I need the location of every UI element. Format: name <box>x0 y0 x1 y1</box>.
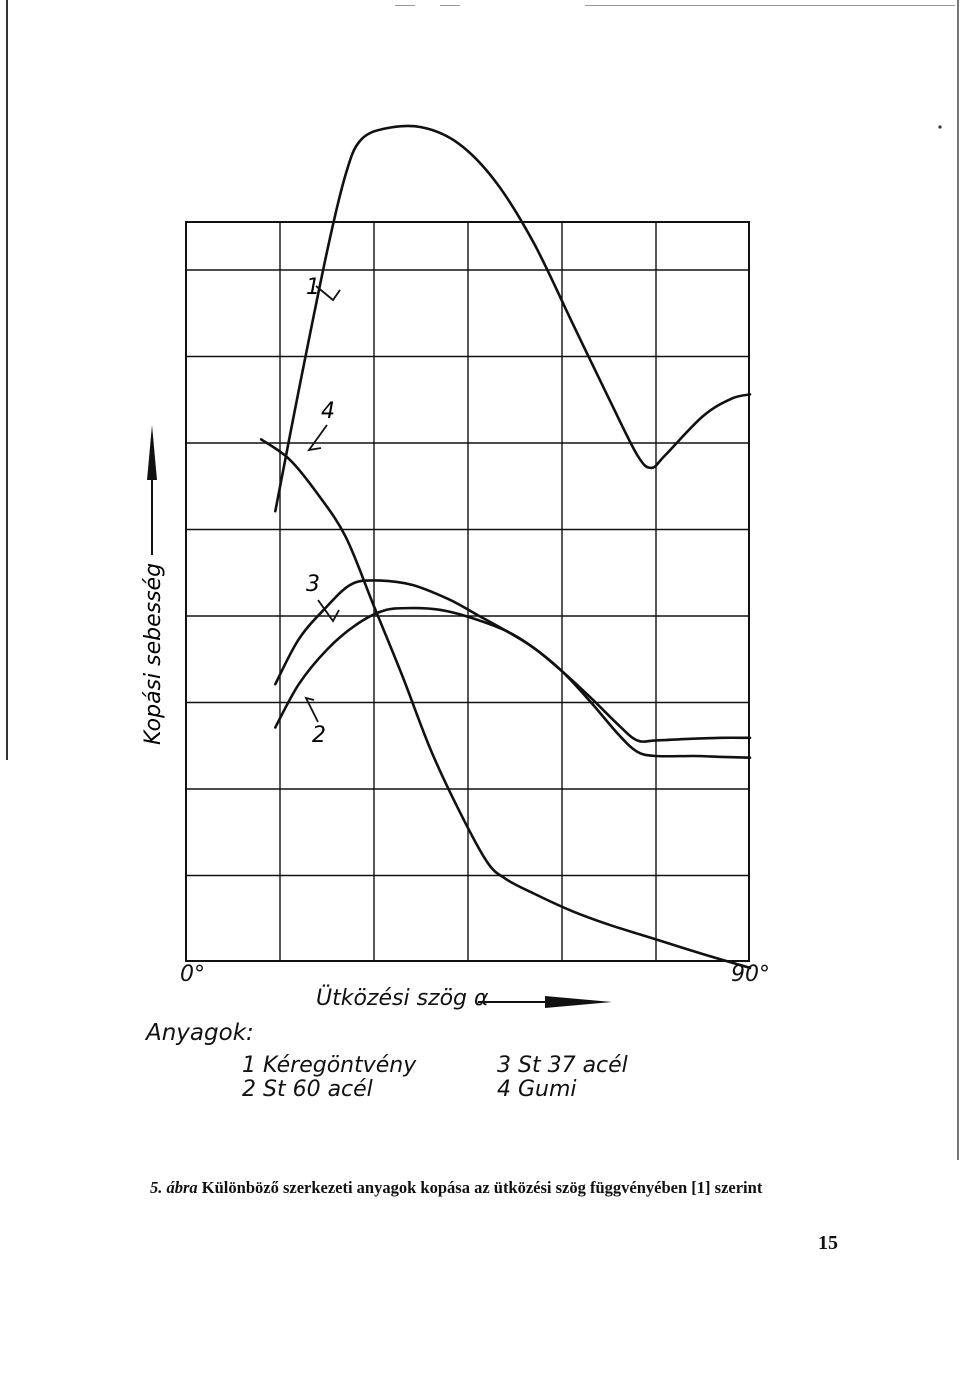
curve-4-label: 4 <box>321 399 335 424</box>
scan-artifact-rule <box>585 5 955 6</box>
series-curve-3 <box>274 579 752 743</box>
y-axis-label: Kopási sebesség <box>141 563 166 745</box>
legend-title: Anyagok: <box>146 1020 254 1046</box>
page-edge-line-left <box>6 0 8 760</box>
scan-artifact-rule <box>440 5 460 6</box>
x-axis-min-label: 0° <box>180 962 205 987</box>
caption-text: Különböző szerkezeti anyagok kopása az ü… <box>201 1178 763 1197</box>
series-curve-2 <box>274 606 752 759</box>
legend-item-name: St 37 acél <box>518 1053 628 1078</box>
chart: 1 4 3 2 Kopási sebesség <box>141 124 942 1008</box>
caption-label: ábra <box>166 1178 198 1197</box>
legend-item-name: Gumi <box>518 1077 577 1102</box>
curve-2-label: 2 <box>312 723 326 748</box>
curve-1-label: 1 <box>306 275 320 300</box>
curve-3-label: 3 <box>306 572 320 597</box>
y-axis-arrow-head <box>147 425 157 480</box>
curve-1-leader <box>315 285 341 302</box>
legend-item-2: 2 St 60 acél <box>242 1077 373 1102</box>
x-axis-arrow-head <box>545 996 612 1008</box>
curve-3-leader <box>317 599 340 623</box>
legend-item-name: St 60 acél <box>263 1077 373 1102</box>
figure-caption: 5. ábra Különböző szerkezeti anyagok kop… <box>150 1178 762 1198</box>
legend-item-number: 4 <box>497 1077 511 1102</box>
grid <box>185 221 750 962</box>
scan-speck <box>938 125 942 129</box>
legend-item-number: 2 <box>242 1077 256 1102</box>
legend-item-1: 1 Kéregöntvény <box>242 1053 416 1078</box>
legend-item-number: 1 <box>242 1053 256 1078</box>
curve-2-leader <box>304 696 319 723</box>
legend-item-number: 3 <box>497 1053 511 1078</box>
legend-item-3: 3 St 37 acél <box>497 1053 628 1078</box>
curves <box>259 124 752 970</box>
caption-number: 5. <box>150 1178 163 1197</box>
page-edge-line-right <box>957 0 959 1160</box>
x-axis-max-label: 90° <box>731 962 770 987</box>
series-curve-4 <box>259 438 752 970</box>
x-axis-label: Ütközési szög α <box>316 986 489 1011</box>
curve-4-leader <box>306 424 328 452</box>
series-curve-1 <box>274 124 752 513</box>
page-number: 15 <box>818 1232 838 1254</box>
legend-item-name: Kéregöntvény <box>263 1053 417 1078</box>
scan-artifact-rule <box>395 5 415 6</box>
legend-item-4: 4 Gumi <box>497 1077 577 1102</box>
